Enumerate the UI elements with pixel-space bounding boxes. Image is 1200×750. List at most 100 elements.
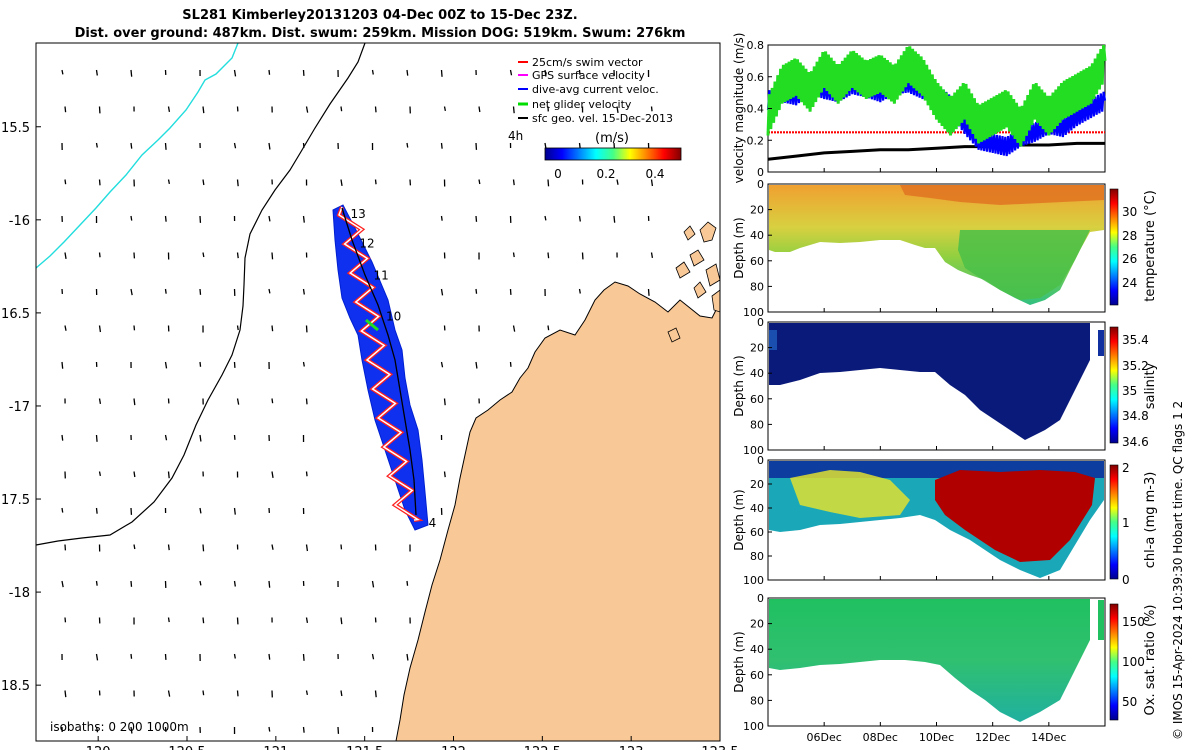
geo-vector-arrow <box>167 106 171 113</box>
map-ytick-label: -17 <box>9 400 30 415</box>
geo-vector-arrow <box>268 215 271 222</box>
oxygen-label: Ox. sat. ratio (%) <box>1143 605 1158 716</box>
map-xtick-label: 120 <box>86 745 111 750</box>
geo-vector-arrow <box>271 398 274 404</box>
map-axes-frame <box>35 42 721 742</box>
geo-vector-arrow <box>202 179 205 186</box>
geo-vector-arrow <box>271 252 274 260</box>
geo-vector-arrow <box>130 288 133 296</box>
map-ytick-label: -16 <box>9 214 30 229</box>
velocity-series-line <box>766 44 1107 147</box>
geo-vector-arrow <box>98 471 102 476</box>
salinity-section <box>769 323 1090 440</box>
depth-ytick-label: 80 <box>750 694 764 707</box>
geo-vector-arrow <box>512 252 515 258</box>
depth-ytick-label: 100 <box>743 306 764 319</box>
map-xtick-label: 122 <box>441 745 466 750</box>
footer-credit: © IMOS 15-Apr-2024 10:39:30 Hobart time.… <box>1171 401 1185 740</box>
net-velocity-segment <box>365 318 379 332</box>
geo-vector-arrow <box>340 106 343 112</box>
oxygen-cbar-tick-150: 150 <box>1122 615 1145 629</box>
velocity-lines <box>766 44 1107 161</box>
geo-vector-arrow <box>305 398 308 405</box>
geo-vector-arrow <box>512 325 516 332</box>
geo-vector-arrow <box>443 471 446 478</box>
geo-vector-arrow <box>340 617 343 625</box>
date-tick-label: 08Dec <box>863 731 898 744</box>
depth-ytick-label: 20 <box>750 342 764 355</box>
geo-vector-arrow <box>544 215 547 221</box>
temperature-colorbar <box>1109 188 1119 306</box>
geo-vector-arrow <box>475 215 478 222</box>
geo-vector-arrow <box>130 580 133 587</box>
geo-vector-arrow <box>647 288 650 296</box>
geo-vector-arrow <box>64 325 67 331</box>
geo-vector-arrow <box>133 398 136 406</box>
salinity-cbar-tick-354: 35.4 <box>1122 333 1149 347</box>
geo-vector-arrow <box>268 69 271 75</box>
chla-maximum-layer <box>935 470 1095 562</box>
map-axis-ticks: 120120.5121121.5122122.5123123.515.5-161… <box>1 121 739 750</box>
depth-ylabel: Depth (m) <box>732 355 746 416</box>
geo-vector-arrow <box>268 726 271 732</box>
geo-vector-arrow <box>167 690 171 697</box>
geo-vector-arrow <box>61 361 64 369</box>
salinity-cbar-tick-346: 34.6 <box>1122 435 1149 449</box>
depth-ylabel: Depth (m) <box>732 489 746 550</box>
geo-vector-arrow <box>478 106 481 113</box>
geo-vector-arrow <box>271 471 274 478</box>
depth-ytick-label: 40 <box>750 502 764 515</box>
geo-vector-arrow <box>374 106 377 113</box>
geo-vector-arrow <box>374 690 377 698</box>
map-ytick-label: 17.5 <box>1 493 30 508</box>
depth-ytick-label: 0 <box>757 454 764 467</box>
geo-vector-arrow <box>167 471 170 479</box>
geo-vector-arrow <box>443 398 446 406</box>
geo-vector-arrow <box>544 142 547 149</box>
geo-vector-arrow <box>475 361 478 369</box>
depth-ytick-label: 60 <box>750 393 764 406</box>
oxygen-end-patch <box>1098 600 1104 640</box>
oxygen-cbar-tick-100: 100 <box>1122 655 1145 669</box>
oxygen-cbar-tick-50: 50 <box>1122 695 1137 709</box>
geo-vector-arrow <box>64 106 67 113</box>
map-legend: 25cm/s swim vector GPS surface velocity … <box>508 56 682 181</box>
geo-vector-arrow <box>95 653 99 661</box>
map-ytick-label: -18 <box>9 586 30 601</box>
geo-vector-arrow <box>236 398 240 405</box>
geo-vector-arrow <box>547 252 550 259</box>
chla-cbar-tick-1: 1 <box>1122 516 1130 530</box>
isobaths-label: isobaths: 0 200 1000m <box>50 720 189 734</box>
geo-vector-arrow <box>199 507 202 514</box>
geo-vector-arrow <box>578 288 581 294</box>
geo-vector-arrow <box>199 288 202 295</box>
depth-ytick-label: 80 <box>750 418 764 431</box>
depth-ytick-label: 100 <box>743 574 764 587</box>
velocity-ylabel: velocity magnitude (m/s) <box>732 33 746 184</box>
temperature-warm-layer <box>900 185 1104 205</box>
geo-vector-arrow <box>302 288 305 295</box>
date-tick-label: 12Dec <box>975 731 1010 744</box>
geo-vector-arrow <box>305 544 309 552</box>
legend-label-gps: GPS surface velocity <box>532 69 645 82</box>
date-tick-label: 06Dec <box>807 731 842 744</box>
depth-ytick-label: 100 <box>743 444 764 457</box>
colorbar-tick-0: 0 <box>554 167 562 181</box>
chla-colorbar <box>1109 464 1119 580</box>
temperature-panel: 30 28 26 24 temperature (°C) <box>767 183 1158 313</box>
geo-vector-arrow <box>130 215 133 221</box>
geo-vector-arrow <box>233 653 236 659</box>
islands <box>667 221 721 343</box>
legend-label-geo: sfc geo. vel. 15-Dec-2013 <box>532 112 673 125</box>
velocity-ytick-label: 0.6 <box>747 71 765 84</box>
geo-vector-arrow <box>61 69 64 75</box>
depth-ytick-label: 0 <box>757 592 764 605</box>
geo-vector-arrow <box>475 288 478 294</box>
geo-vector-arrow <box>130 142 133 149</box>
geo-vector-arrow <box>95 69 98 76</box>
isobath-1000m <box>35 42 239 269</box>
geo-vector-arrow <box>95 434 98 442</box>
geo-vector-arrow <box>268 580 271 588</box>
legend-label-swim: 25cm/s swim vector <box>532 56 643 69</box>
